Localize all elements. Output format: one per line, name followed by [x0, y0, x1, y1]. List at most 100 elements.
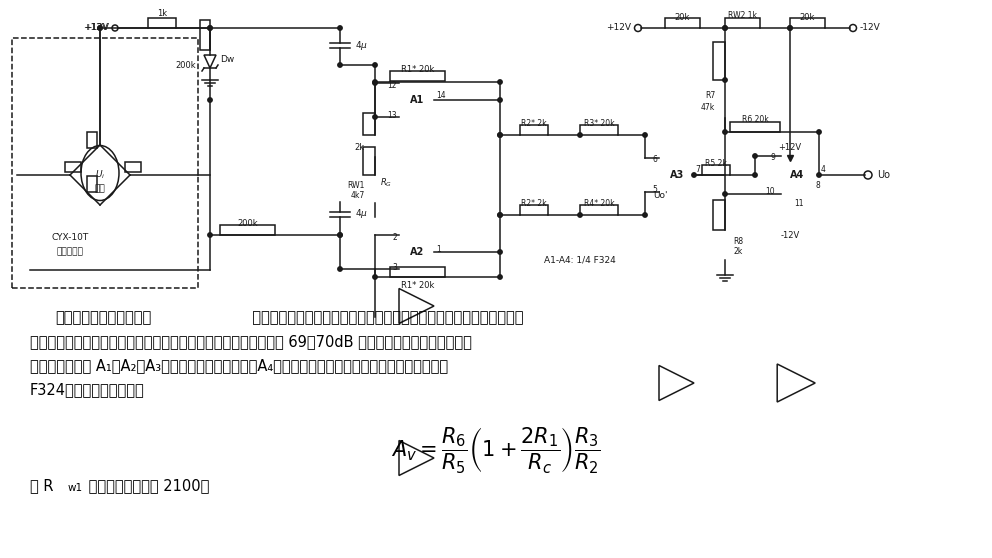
Circle shape: [373, 63, 377, 67]
Circle shape: [723, 192, 727, 196]
Bar: [390, 71, 445, 81]
Text: 7: 7: [695, 166, 700, 175]
Text: 20k: 20k: [800, 12, 814, 22]
Circle shape: [498, 133, 502, 137]
Text: 11: 11: [795, 199, 804, 208]
Circle shape: [373, 80, 377, 84]
Text: RW1: RW1: [347, 180, 365, 190]
Text: w1: w1: [68, 483, 83, 493]
Text: +12V: +12V: [84, 23, 109, 32]
Text: A1: A1: [410, 95, 425, 105]
Circle shape: [207, 233, 212, 237]
Text: +12V: +12V: [606, 23, 631, 32]
Text: 传感器桥路: 传感器桥路: [57, 248, 83, 257]
Circle shape: [207, 98, 212, 102]
Bar: [520, 125, 548, 135]
Bar: [87, 176, 97, 192]
Text: A2: A2: [410, 247, 425, 257]
Circle shape: [373, 115, 377, 119]
Bar: [580, 205, 618, 215]
Bar: [390, 267, 445, 277]
Text: F324。总的电压增益为：: F324。总的电压增益为：: [30, 382, 145, 397]
Text: R1* 20k: R1* 20k: [402, 281, 434, 290]
Circle shape: [816, 130, 821, 134]
Bar: [520, 205, 548, 215]
Circle shape: [373, 81, 377, 85]
Text: 1k: 1k: [157, 8, 167, 17]
Text: 2: 2: [392, 233, 397, 242]
Text: 6: 6: [652, 156, 657, 165]
Text: 13: 13: [387, 110, 397, 119]
Text: 4$\mu$: 4$\mu$: [355, 39, 368, 51]
Text: 挠动脉、颈动脉信号是病理研究中重要的信息源之一。利用高灵敏度压: 挠动脉、颈动脉信号是病理研究中重要的信息源之一。利用高灵敏度压: [243, 310, 524, 325]
Circle shape: [207, 26, 212, 30]
Circle shape: [498, 213, 502, 217]
Circle shape: [816, 173, 821, 177]
Text: 将 R: 将 R: [30, 478, 54, 493]
Circle shape: [753, 173, 757, 177]
Circle shape: [498, 250, 502, 254]
Circle shape: [338, 267, 342, 271]
Bar: [363, 147, 375, 175]
Text: Uo': Uo': [653, 190, 668, 200]
Bar: [730, 122, 780, 132]
Bar: [12, 38, 198, 288]
Text: 微弱（脉搏）信号放大器: 微弱（脉搏）信号放大器: [55, 310, 151, 325]
Text: 4$\mu$: 4$\mu$: [355, 208, 368, 220]
Circle shape: [643, 213, 647, 217]
Text: 算机采集。运放 A₁、A₂、A₃构成典型的数据放大器，A₄构成比例放大器。选用高增益、低功耗四运放: 算机采集。运放 A₁、A₂、A₃构成典型的数据放大器，A₄构成比例放大器。选用高…: [30, 358, 448, 373]
Text: 力传感器将脉搏信号转换为电信号，由于信号十分微弱，必须经过 69～70dB 的放大，才能显示、记录或计: 力传感器将脉搏信号转换为电信号，由于信号十分微弱，必须经过 69～70dB 的放…: [30, 334, 472, 349]
Bar: [665, 18, 700, 28]
Circle shape: [98, 26, 102, 30]
Text: 5: 5: [652, 185, 657, 195]
Text: 9: 9: [770, 153, 775, 162]
Circle shape: [577, 133, 582, 137]
Text: R5 2k: R5 2k: [705, 160, 727, 169]
Text: 调到零，总增益为 2100。: 调到零，总增益为 2100。: [84, 478, 209, 493]
Circle shape: [338, 233, 342, 237]
Text: R2* 2k: R2* 2k: [521, 200, 547, 209]
Bar: [125, 162, 141, 172]
Circle shape: [723, 26, 727, 30]
Text: -12V: -12V: [781, 230, 800, 239]
Circle shape: [338, 26, 342, 30]
Text: 2k: 2k: [733, 248, 742, 257]
Bar: [713, 200, 725, 230]
Text: A3: A3: [670, 170, 684, 180]
Circle shape: [98, 26, 102, 30]
Text: 200k: 200k: [176, 60, 196, 70]
Circle shape: [498, 275, 502, 279]
Bar: [363, 113, 375, 135]
Text: +12V: +12V: [779, 143, 802, 152]
Circle shape: [691, 173, 696, 177]
Text: $R_G$: $R_G$: [380, 177, 392, 189]
Bar: [65, 162, 81, 172]
Text: 10: 10: [766, 187, 775, 196]
Text: A4: A4: [790, 170, 805, 180]
Bar: [790, 18, 825, 28]
Text: R7: R7: [704, 90, 715, 99]
Text: A1-A4: 1/4 F324: A1-A4: 1/4 F324: [545, 256, 616, 264]
Circle shape: [338, 63, 342, 67]
Circle shape: [788, 26, 793, 30]
Text: Dw: Dw: [220, 55, 234, 65]
Text: R6 20k: R6 20k: [742, 116, 769, 124]
Text: 12: 12: [388, 80, 397, 89]
Circle shape: [498, 80, 502, 84]
Text: 8: 8: [815, 180, 819, 190]
Text: $A_v = \dfrac{R_6}{R_5}\left(1 + \dfrac{2R_1}{R_c}\right)\dfrac{R_3}{R_2}$: $A_v = \dfrac{R_6}{R_5}\left(1 + \dfrac{…: [391, 425, 601, 475]
Text: 200k: 200k: [238, 219, 258, 228]
Text: 14: 14: [436, 90, 445, 99]
Text: 3: 3: [392, 262, 397, 272]
Circle shape: [788, 26, 793, 30]
Text: $U_i$: $U_i$: [95, 169, 105, 181]
Text: 4: 4: [821, 165, 826, 174]
Circle shape: [723, 78, 727, 82]
Circle shape: [373, 275, 377, 279]
Text: Uo: Uo: [877, 170, 890, 180]
Circle shape: [498, 133, 502, 137]
Bar: [725, 18, 760, 28]
Circle shape: [498, 213, 502, 217]
Circle shape: [207, 26, 212, 30]
Circle shape: [498, 98, 502, 102]
